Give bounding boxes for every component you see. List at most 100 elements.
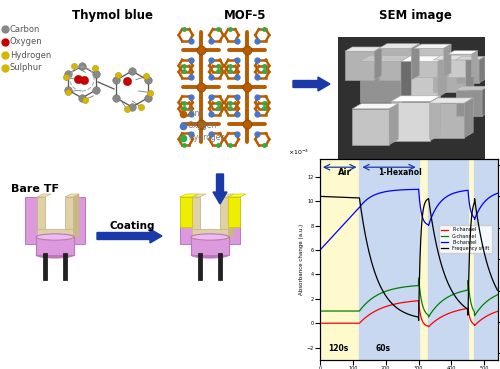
Bar <box>456 60 479 83</box>
Bar <box>198 253 202 280</box>
R-channel <box>459 307 465 312</box>
G-channel <box>456 290 462 294</box>
Polygon shape <box>379 44 420 48</box>
Polygon shape <box>444 44 451 77</box>
Text: Coating: Coating <box>109 221 155 231</box>
G-channel <box>459 289 465 294</box>
Bar <box>63 253 67 280</box>
Frequency shift <box>335 195 341 199</box>
Polygon shape <box>401 55 411 101</box>
Bar <box>401 61 438 97</box>
Bar <box>37 197 45 239</box>
Line: B-channel: B-channel <box>320 189 498 250</box>
Polygon shape <box>466 55 474 92</box>
Polygon shape <box>65 194 79 197</box>
Bar <box>43 253 47 280</box>
Polygon shape <box>464 98 473 138</box>
Text: $\times10^{-3}$: $\times10^{-3}$ <box>288 147 310 157</box>
Frequency shift <box>494 288 500 293</box>
Bar <box>191 237 229 255</box>
G-channel <box>439 299 445 303</box>
Text: Hydrogen: Hydrogen <box>10 51 51 59</box>
G-channel <box>416 276 422 280</box>
Ellipse shape <box>36 252 74 258</box>
Polygon shape <box>434 55 474 60</box>
Polygon shape <box>97 229 162 243</box>
Polygon shape <box>401 56 447 61</box>
Frequency shift <box>459 302 465 307</box>
Line: R-channel: R-channel <box>320 301 498 327</box>
Polygon shape <box>482 86 488 116</box>
B-channel <box>494 191 500 196</box>
Text: Carbon: Carbon <box>10 24 40 34</box>
Text: MOF-5: MOF-5 <box>224 9 266 22</box>
Bar <box>360 61 401 101</box>
Polygon shape <box>352 103 399 109</box>
R-channel <box>494 309 500 314</box>
Bar <box>390 101 430 141</box>
Text: 120s: 120s <box>328 344 348 353</box>
Frequency shift <box>416 318 422 323</box>
Bar <box>73 197 85 244</box>
R-channel <box>416 299 422 303</box>
Bar <box>428 159 468 360</box>
Text: Thymol blue: Thymol blue <box>72 9 152 22</box>
R-channel <box>335 321 341 325</box>
Text: 1-Hexanol: 1-Hexanol <box>378 168 422 176</box>
Polygon shape <box>479 56 485 83</box>
Polygon shape <box>390 96 440 101</box>
Bar <box>434 60 466 92</box>
Polygon shape <box>180 194 198 197</box>
Bar <box>220 197 228 239</box>
Bar <box>37 229 73 239</box>
Polygon shape <box>429 98 473 103</box>
B-channel <box>456 190 462 194</box>
Polygon shape <box>411 44 420 80</box>
B-channel <box>439 198 445 203</box>
Text: Hydrogen: Hydrogen <box>188 134 225 142</box>
Text: Zinc: Zinc <box>188 110 204 118</box>
Bar <box>360 159 418 360</box>
Polygon shape <box>389 103 398 145</box>
Frequency shift <box>389 301 395 306</box>
Polygon shape <box>220 194 234 197</box>
Line: G-channel: G-channel <box>320 278 498 317</box>
Frequency shift <box>317 194 323 199</box>
Bar <box>36 237 74 255</box>
Bar <box>379 48 411 80</box>
Polygon shape <box>228 194 246 197</box>
Y-axis label: Absorbance change (a.u.): Absorbance change (a.u.) <box>298 224 304 295</box>
R-channel <box>439 314 445 319</box>
Legend: R-channel, G-channel, B-channel, Frequency shift: R-channel, G-channel, B-channel, Frequen… <box>439 225 492 253</box>
Polygon shape <box>456 56 485 60</box>
Text: 30.0kV: 30.0kV <box>340 174 355 178</box>
Polygon shape <box>414 44 451 48</box>
B-channel <box>459 189 465 193</box>
G-channel <box>494 293 500 297</box>
Polygon shape <box>37 194 51 197</box>
Bar <box>192 197 200 239</box>
Text: 10μm: 10μm <box>352 164 367 169</box>
G-channel <box>395 286 401 290</box>
R-channel <box>456 308 462 313</box>
Ellipse shape <box>36 234 74 240</box>
Frequency shift <box>439 265 445 269</box>
R-channel <box>426 325 432 329</box>
R-channel <box>389 303 395 307</box>
Bar <box>448 54 471 77</box>
Text: Air: Air <box>338 168 352 176</box>
Bar <box>456 90 482 116</box>
Text: Sulphur: Sulphur <box>10 63 42 72</box>
Polygon shape <box>371 154 385 184</box>
Bar <box>218 253 222 280</box>
Bar <box>474 159 498 360</box>
Polygon shape <box>228 194 234 239</box>
Polygon shape <box>345 47 382 51</box>
Text: 60s: 60s <box>376 344 391 353</box>
Text: SEM image: SEM image <box>378 9 452 22</box>
Polygon shape <box>213 174 227 204</box>
Polygon shape <box>472 51 478 77</box>
Bar <box>25 197 37 244</box>
Polygon shape <box>73 194 79 239</box>
B-channel <box>395 188 401 192</box>
